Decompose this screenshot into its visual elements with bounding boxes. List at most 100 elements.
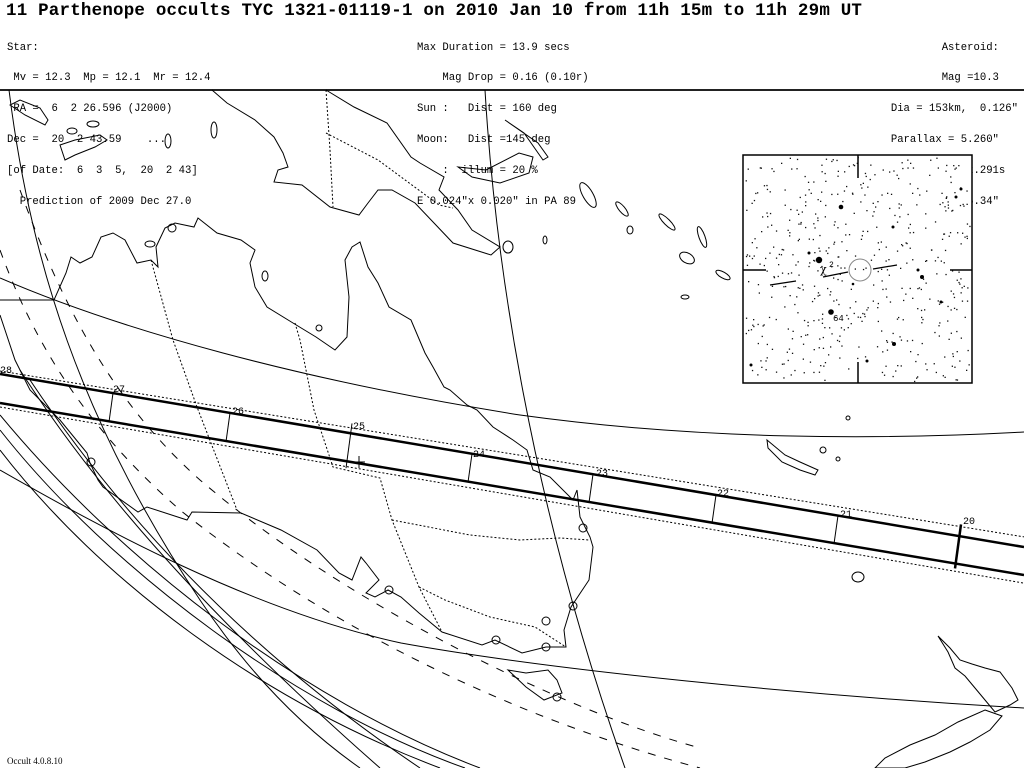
faint-star	[783, 363, 785, 365]
faint-star	[800, 336, 802, 338]
island	[59, 134, 108, 161]
star-chart-frame	[742, 154, 973, 384]
faint-star	[886, 296, 888, 298]
faint-star	[752, 324, 754, 326]
faint-star	[892, 375, 894, 378]
faint-star	[842, 200, 844, 203]
faint-star	[885, 246, 887, 248]
faint-star	[792, 330, 794, 332]
faint-star	[801, 284, 804, 286]
faint-star	[833, 241, 836, 243]
faint-star	[886, 349, 889, 351]
faint-star	[821, 318, 824, 320]
faint-star	[759, 167, 761, 169]
island	[679, 251, 695, 265]
faint-star	[909, 223, 911, 226]
faint-star	[850, 288, 852, 290]
faint-star	[901, 162, 903, 164]
faint-star	[933, 363, 935, 365]
faint-star	[942, 375, 944, 377]
faint-star	[881, 268, 883, 270]
faint-star	[876, 226, 878, 228]
faint-star	[782, 249, 785, 251]
faint-star	[939, 322, 941, 324]
faint-star	[910, 351, 912, 353]
city-marker	[851, 571, 865, 583]
faint-star	[799, 287, 801, 289]
faint-star	[872, 202, 874, 204]
faint-star	[872, 215, 874, 217]
faint-star	[775, 230, 778, 232]
city-marker	[541, 616, 551, 626]
faint-star	[846, 250, 848, 252]
island	[164, 133, 172, 149]
faint-star	[917, 187, 919, 190]
faint-star	[956, 308, 958, 311]
faint-star	[821, 171, 823, 173]
faint-star	[966, 237, 968, 240]
border-line	[325, 132, 454, 209]
faint-star	[834, 316, 837, 319]
faint-star	[796, 168, 798, 170]
faint-star	[747, 168, 749, 170]
page-title: 11 Parthenope occults TYC 1321-01119-1 o…	[6, 1, 863, 21]
faint-star	[888, 274, 890, 276]
faint-star	[819, 294, 821, 296]
faint-star	[875, 206, 877, 208]
faint-star	[955, 167, 957, 169]
faint-star	[905, 293, 907, 295]
faint-star	[853, 312, 855, 315]
faint-star	[882, 288, 884, 291]
faint-star	[840, 327, 843, 329]
faint-star	[753, 199, 756, 202]
faint-star	[822, 336, 824, 339]
event-info-line: Mag Drop = 0.16 (0.10r)	[417, 72, 589, 85]
faint-star	[926, 260, 928, 262]
faint-star	[956, 330, 958, 333]
faint-star	[802, 358, 804, 360]
faint-star	[902, 167, 904, 170]
faint-star	[834, 221, 836, 223]
faint-star	[846, 314, 848, 317]
faint-star	[820, 200, 822, 202]
motion-segment	[822, 271, 849, 278]
faint-star	[813, 320, 815, 322]
faint-star	[864, 172, 867, 175]
time-label: 24	[473, 450, 485, 461]
faint-star	[769, 212, 772, 215]
faint-star	[766, 188, 769, 191]
faint-star	[775, 371, 778, 373]
faint-star	[745, 317, 748, 319]
faint-star	[953, 307, 956, 309]
faint-star	[911, 339, 914, 342]
coastline-tasmania	[506, 669, 563, 701]
faint-star	[789, 219, 791, 221]
faint-star	[798, 274, 800, 276]
faint-star	[963, 285, 965, 287]
faint-star	[833, 243, 835, 245]
faint-star	[912, 259, 914, 261]
meridian-line	[19, 369, 381, 768]
island	[715, 269, 731, 281]
faint-star	[917, 288, 919, 290]
island	[210, 121, 218, 139]
faint-star	[781, 162, 783, 164]
faint-star	[763, 264, 765, 267]
meridian-line	[0, 414, 481, 768]
faint-star	[757, 323, 759, 326]
faint-star	[759, 263, 761, 265]
faint-star	[848, 368, 850, 370]
faint-star	[886, 340, 888, 342]
faint-star	[762, 325, 764, 327]
faint-star	[837, 170, 839, 172]
faint-star	[960, 292, 962, 294]
faint-star	[781, 248, 783, 251]
faint-star	[934, 331, 936, 334]
star	[920, 275, 924, 279]
faint-star	[797, 261, 799, 263]
faint-star	[767, 215, 769, 218]
faint-star	[966, 300, 969, 302]
faint-star	[746, 264, 749, 266]
faint-star	[771, 285, 774, 287]
